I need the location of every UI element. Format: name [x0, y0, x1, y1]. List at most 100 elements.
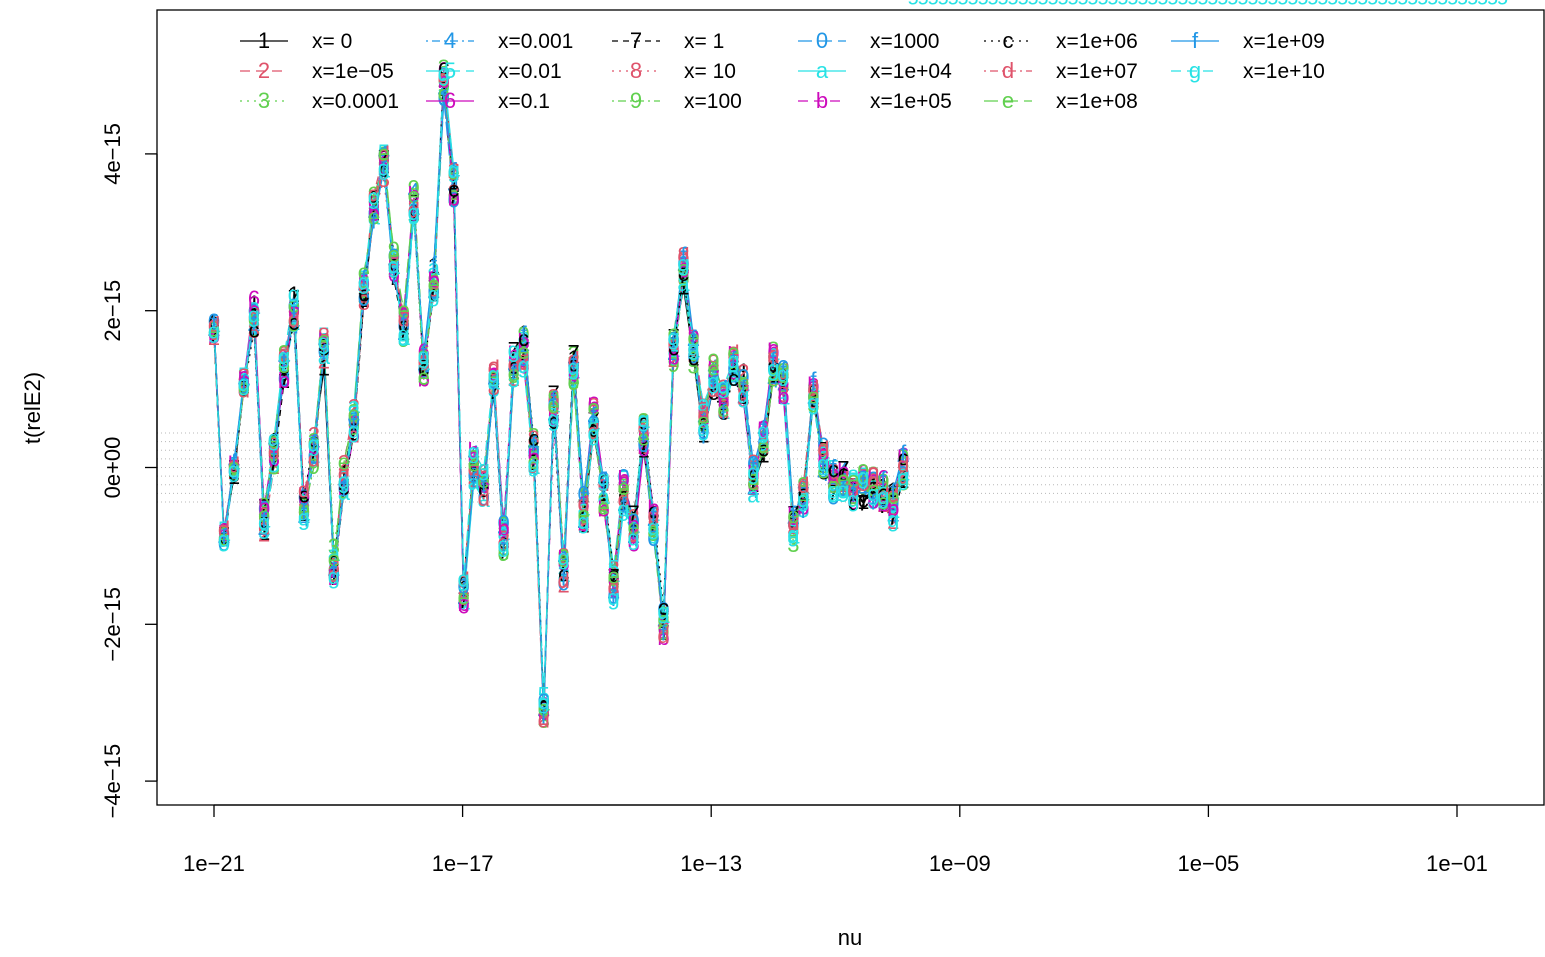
data-point-marker: 2 [1057, 0, 1069, 5]
data-point-marker: 1 [1007, 0, 1019, 5]
data-point-marker: 5 [1077, 0, 1089, 5]
data-point-marker: g [408, 200, 420, 225]
data-point-marker: g [268, 426, 280, 451]
data-point-marker: 4 [637, 424, 649, 449]
data-point-marker: 1 [618, 491, 630, 516]
data-point-marker: 5 [268, 452, 280, 477]
data-point-marker: 2 [1227, 0, 1239, 5]
data-point-marker: 3 [1287, 0, 1299, 5]
data-point-marker: 5 [1037, 0, 1049, 5]
data-point-marker: 3 [238, 363, 250, 388]
data-point-marker: 4 [348, 404, 360, 429]
data-point-marker: 3 [478, 463, 490, 488]
data-point-marker: 3 [1267, 0, 1279, 5]
data-point-marker: 6 [228, 456, 240, 481]
data-point-marker: 1 [408, 200, 420, 225]
data-point-marker: 6 [368, 191, 380, 216]
data-point-marker: 5 [1267, 0, 1279, 5]
data-point-marker: 6 [258, 503, 270, 528]
data-point-marker: 2 [1157, 0, 1169, 5]
data-point-marker: 1 [548, 397, 560, 422]
data-point-marker: f [431, 252, 438, 277]
data-point-marker: 4 [218, 527, 230, 552]
data-point-marker: 2 [1337, 0, 1349, 5]
data-point-marker: 2 [1197, 0, 1209, 5]
data-point-marker: 1 [1167, 0, 1179, 5]
data-point-marker: 2 [258, 521, 270, 546]
data-point-marker: 2 [737, 360, 749, 385]
data-point-marker: g [348, 418, 360, 443]
data-point-marker: 2 [598, 491, 610, 516]
data-point-marker: 1 [228, 464, 240, 489]
data-point-marker: 1 [1107, 0, 1119, 5]
data-point-marker: 5 [607, 556, 619, 581]
data-point-marker: 4 [1297, 0, 1309, 5]
data-point-marker: 5 [598, 472, 610, 497]
data-point-marker: 3 [1307, 0, 1319, 5]
data-point-marker: 1 [887, 478, 899, 503]
data-point-marker: g [607, 585, 619, 610]
data-point-marker: 2 [298, 496, 310, 521]
data-point-marker: 4 [977, 0, 989, 5]
data-point-marker: 3 [248, 317, 260, 342]
data-point-marker: 5 [528, 433, 540, 458]
data-point-marker: 5 [1307, 0, 1319, 5]
data-point-marker: 3 [498, 512, 510, 537]
data-point-marker: 3 [967, 0, 979, 5]
data-point-marker: g [717, 374, 729, 399]
data-point-marker: 3 [618, 474, 630, 499]
data-point-marker: 2 [1117, 0, 1129, 5]
data-point-marker: 5 [827, 455, 839, 480]
legend-label: x= 10 [684, 60, 736, 83]
data-point-marker: 2 [637, 434, 649, 459]
data-point-marker: 1 [1137, 0, 1149, 5]
data-point-marker: 4 [1047, 0, 1059, 5]
data-point-marker: 6 [528, 444, 540, 469]
data-point-marker: 2 [1017, 0, 1029, 5]
data-point-marker: 3 [807, 393, 819, 418]
data-point-marker: 3 [598, 492, 610, 517]
data-point-marker: 1 [1237, 0, 1249, 5]
data-point-marker: 3 [587, 404, 599, 429]
data-point-marker: 2 [1447, 0, 1459, 5]
legend-label: x=1e−05 [312, 60, 394, 83]
data-point-marker: 3 [1397, 0, 1409, 5]
data-point-marker: 5 [1407, 0, 1419, 5]
data-point-marker: 2 [1287, 0, 1299, 5]
data-point-marker: 4 [697, 406, 709, 431]
series-line [213, 74, 904, 702]
data-point-marker: 1 [947, 0, 959, 5]
data-point-marker: 4 [627, 526, 639, 551]
data-point-marker: 1 [248, 291, 260, 316]
data-point-marker: g [338, 468, 350, 493]
data-point-marker: 3 [1327, 0, 1339, 5]
data-point-marker: 4 [877, 485, 889, 510]
data-point-marker: g [737, 383, 749, 408]
legend-symbol: 6 [444, 88, 456, 113]
data-point-marker: 2 [478, 477, 490, 502]
data-point-marker: 3 [857, 475, 869, 500]
legend-label: x=1e+05 [870, 90, 952, 113]
data-point-marker: 4 [1177, 0, 1189, 5]
data-point-marker: 1 [538, 695, 550, 720]
data-point-marker: 1 [1307, 0, 1319, 5]
data-point-marker: 5 [1377, 0, 1389, 5]
data-point-marker: 4 [1167, 0, 1179, 5]
data-point-marker: 3 [937, 0, 949, 5]
data-point-marker: g [887, 507, 899, 532]
data-point-marker: 6 [358, 270, 370, 295]
data-point-marker: 5 [408, 203, 420, 228]
data-point-marker: 3 [548, 392, 560, 417]
data-point-marker: 5 [1387, 0, 1399, 5]
data-point-marker: 4 [1327, 0, 1339, 5]
data-point-marker: 3 [488, 368, 500, 393]
data-point-marker: 4 [398, 323, 410, 348]
data-point-marker: 3 [957, 0, 969, 5]
data-point-marker: g [568, 355, 580, 380]
data-point-marker: 5 [228, 456, 240, 481]
legend-symbol: a [816, 58, 829, 83]
data-point-marker: 5 [1137, 0, 1149, 5]
data-point-marker: g [757, 418, 769, 443]
data-point-marker: 3 [607, 571, 619, 596]
